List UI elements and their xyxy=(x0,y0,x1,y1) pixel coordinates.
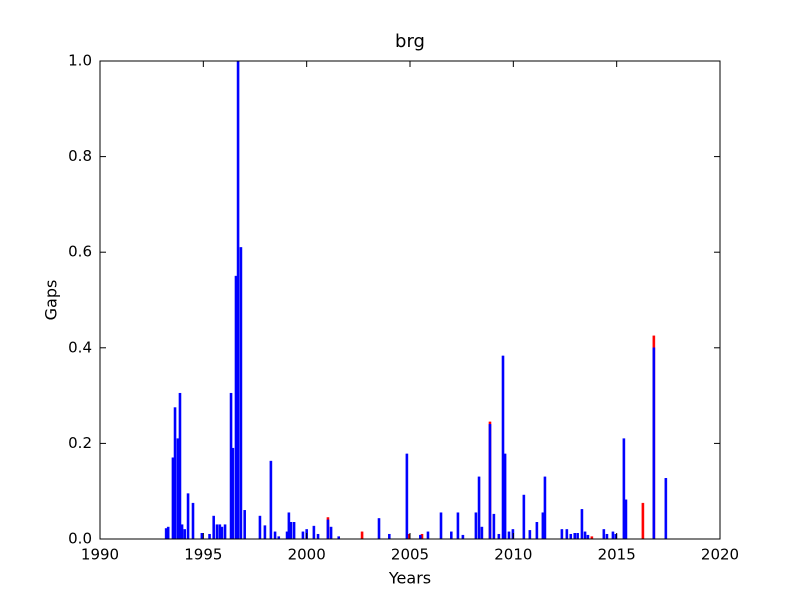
bar xyxy=(269,460,273,540)
bar xyxy=(569,533,573,540)
bar xyxy=(166,526,170,540)
bar xyxy=(461,534,465,540)
x-tick-label: 2010 xyxy=(494,546,532,564)
bar xyxy=(218,524,222,540)
bar xyxy=(173,407,177,540)
bar xyxy=(200,533,204,540)
bar xyxy=(611,531,615,540)
bar xyxy=(360,531,364,540)
bar xyxy=(273,531,277,540)
bar xyxy=(312,525,316,540)
bar xyxy=(316,533,320,540)
bar xyxy=(258,515,262,540)
bar xyxy=(580,509,584,540)
bar xyxy=(583,531,587,540)
bar xyxy=(289,522,293,540)
bar xyxy=(164,528,168,540)
bar xyxy=(419,534,422,540)
y-tick-label: 0.0 xyxy=(68,530,92,548)
bar xyxy=(456,512,460,540)
bar xyxy=(326,519,330,540)
bar xyxy=(605,533,609,540)
bar xyxy=(535,522,539,540)
bar xyxy=(622,438,626,540)
plot-frame xyxy=(99,60,721,540)
bar xyxy=(301,531,305,540)
bar xyxy=(573,533,576,540)
x-tick-label: 2020 xyxy=(701,546,739,564)
bar xyxy=(503,453,507,540)
ticks: 1990 1995 2000 2005 2010 2015 2020 0.0 0.2 0.4 0.6… xyxy=(68,52,739,564)
bar xyxy=(565,529,569,540)
bar xyxy=(208,533,211,540)
bar xyxy=(388,533,391,540)
bar xyxy=(183,529,187,540)
x-tick-label: 1990 xyxy=(81,546,119,564)
y-tick-label: 0.8 xyxy=(68,147,92,165)
bar xyxy=(439,512,443,540)
bar xyxy=(543,476,547,540)
x-tick-label: 2000 xyxy=(288,546,326,564)
bar xyxy=(528,530,532,540)
bar xyxy=(329,526,333,540)
bar xyxy=(541,512,545,540)
y-tick-label: 1.0 xyxy=(68,52,92,70)
bar xyxy=(186,493,190,540)
x-tick-label: 1995 xyxy=(184,546,222,564)
chart-title: brg xyxy=(395,31,425,52)
bar xyxy=(477,476,481,540)
bar xyxy=(497,533,501,540)
bar xyxy=(287,512,291,540)
bar xyxy=(231,447,235,540)
bar xyxy=(178,392,182,540)
y-tick-label: 0.4 xyxy=(68,338,92,356)
bar xyxy=(180,524,184,540)
bar xyxy=(236,60,240,540)
bar xyxy=(292,522,296,540)
bar xyxy=(171,457,175,540)
bar xyxy=(624,499,628,540)
x-tick-label: 2015 xyxy=(598,546,636,564)
bar xyxy=(602,529,606,540)
bar xyxy=(480,526,484,540)
bar xyxy=(576,533,579,540)
bar xyxy=(664,478,668,540)
bar xyxy=(652,347,656,540)
bar xyxy=(377,518,381,540)
bar xyxy=(243,510,246,540)
bar xyxy=(234,275,238,540)
bar xyxy=(474,512,478,540)
bar xyxy=(405,453,409,540)
bar xyxy=(263,525,267,540)
bar xyxy=(212,515,215,540)
bar xyxy=(641,502,645,540)
bar xyxy=(220,526,224,540)
bar xyxy=(223,524,227,540)
bar xyxy=(426,531,430,540)
bar xyxy=(215,524,219,540)
bar xyxy=(507,531,511,540)
y-tick-label: 0.6 xyxy=(68,243,92,261)
bar xyxy=(239,247,243,540)
bar xyxy=(586,534,590,540)
bar xyxy=(450,531,453,540)
x-tick-label: 2005 xyxy=(391,546,429,564)
bar xyxy=(522,494,526,540)
bar xyxy=(501,355,505,540)
x-axis-label: Years xyxy=(388,569,431,588)
y-axis-label: Gaps xyxy=(42,280,61,321)
bar xyxy=(560,529,564,540)
bar xyxy=(488,424,492,540)
bar xyxy=(176,438,180,540)
y-tick-label: 0.2 xyxy=(68,434,92,452)
bars xyxy=(164,60,668,540)
bar xyxy=(191,502,195,540)
bar xyxy=(492,513,496,540)
